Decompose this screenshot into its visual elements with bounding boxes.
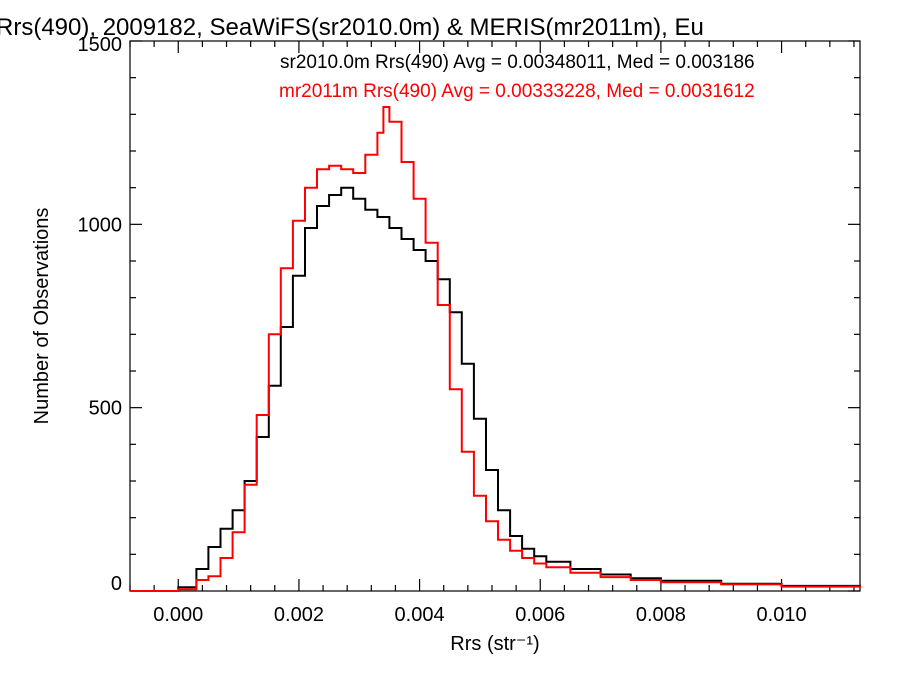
y-tick-label: 1000 <box>78 214 123 236</box>
series-line-mr2011m <box>130 106 861 592</box>
y-tick-label: 1500 <box>78 34 123 56</box>
x-tick-label: 0.000 <box>153 604 203 626</box>
chart-title: Rrs(490), 2009182, SeaWiFS(sr2010.0m) & … <box>0 14 704 41</box>
x-tick-label: 0.010 <box>757 604 807 626</box>
x-axis-label: Rrs (str⁻¹) <box>450 633 539 655</box>
y-axis-label: Number of Observations <box>31 208 53 425</box>
x-tick-label: 0.006 <box>515 604 565 626</box>
x-tick-label: 0.002 <box>274 604 324 626</box>
axis-ticks: 0.000 0.002 0.004 0.006 0.008 0.010 0 500 1000 15… <box>78 34 860 626</box>
legend-entry-mr2011: mr2011m Rrs(490) Avg = 0.00333228, Med =… <box>279 81 755 102</box>
plot-frame <box>129 40 861 592</box>
series-layer <box>130 106 861 592</box>
y-tick-label: 0 <box>111 573 122 595</box>
legend-entry-sr2010: sr2010.0m Rrs(490) Avg = 0.00348011, Med… <box>280 52 755 73</box>
x-tick-label: 0.008 <box>636 604 686 626</box>
x-tick-label: 0.004 <box>395 604 445 626</box>
series-line-sr2010.0m <box>130 186 861 592</box>
y-tick-label: 500 <box>89 398 122 420</box>
